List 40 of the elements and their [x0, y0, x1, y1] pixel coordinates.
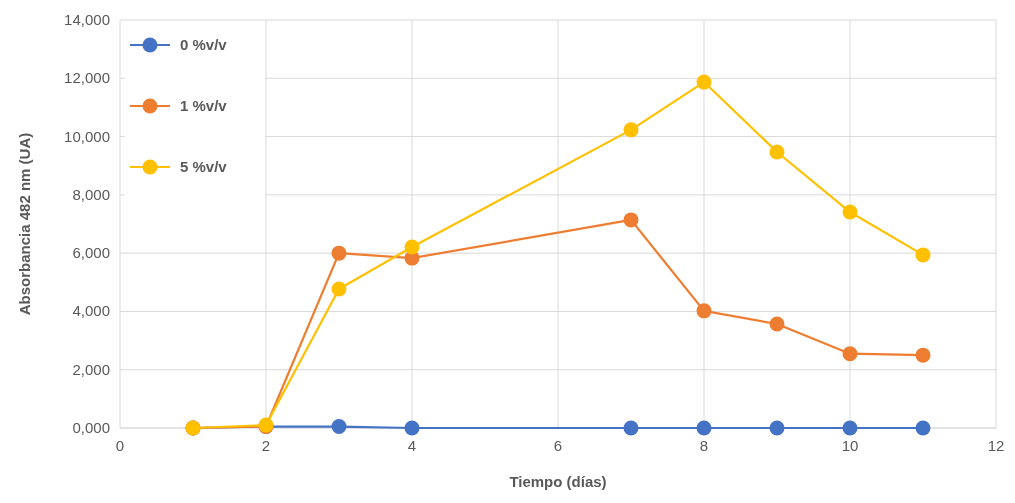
y-tick-label: 4,000: [72, 302, 110, 320]
point: [915, 247, 931, 263]
y-axis-title: Absorbancia 482 nm (UA): [16, 132, 33, 316]
point: [404, 239, 420, 255]
point: [769, 144, 785, 160]
y-tick-label: 12,000: [64, 69, 110, 87]
point: [842, 420, 858, 436]
point: [696, 303, 712, 319]
point: [331, 419, 347, 435]
x-tick-label: 2: [261, 437, 271, 454]
x-tick-label: 10: [841, 437, 859, 454]
y-tick-label: 8,000: [72, 185, 110, 203]
x-tick-label: 0: [115, 437, 125, 454]
x-tick-label: 12: [987, 437, 1005, 454]
x-axis-title: Tiempo (días): [509, 473, 607, 490]
y-tick-label: 2,000: [72, 360, 110, 378]
x-tick-label: 8: [699, 437, 709, 454]
point: [696, 420, 712, 436]
x-tick-label: 4: [407, 437, 417, 454]
point: [623, 212, 639, 228]
x-tick-label: 6: [553, 437, 563, 454]
legend-label: 1 %v/v: [180, 97, 228, 114]
point: [915, 347, 931, 363]
point: [696, 74, 712, 90]
y-tick-label: 0,000: [72, 419, 110, 436]
point: [915, 420, 931, 436]
point: [404, 420, 420, 436]
y-tick-label: 10,000: [64, 127, 110, 145]
y-tick-label: 14,000: [64, 11, 110, 28]
point: [331, 281, 347, 297]
point: [623, 122, 639, 138]
point: [331, 245, 347, 261]
point: [623, 420, 639, 436]
point: [769, 316, 785, 332]
point: [769, 420, 785, 436]
y-tick-label: 6,000: [72, 244, 110, 262]
legend-label: 5 %v/v: [180, 158, 228, 175]
legend-label: 0 %v/v: [180, 36, 228, 53]
point: [842, 346, 858, 362]
point: [842, 204, 858, 220]
